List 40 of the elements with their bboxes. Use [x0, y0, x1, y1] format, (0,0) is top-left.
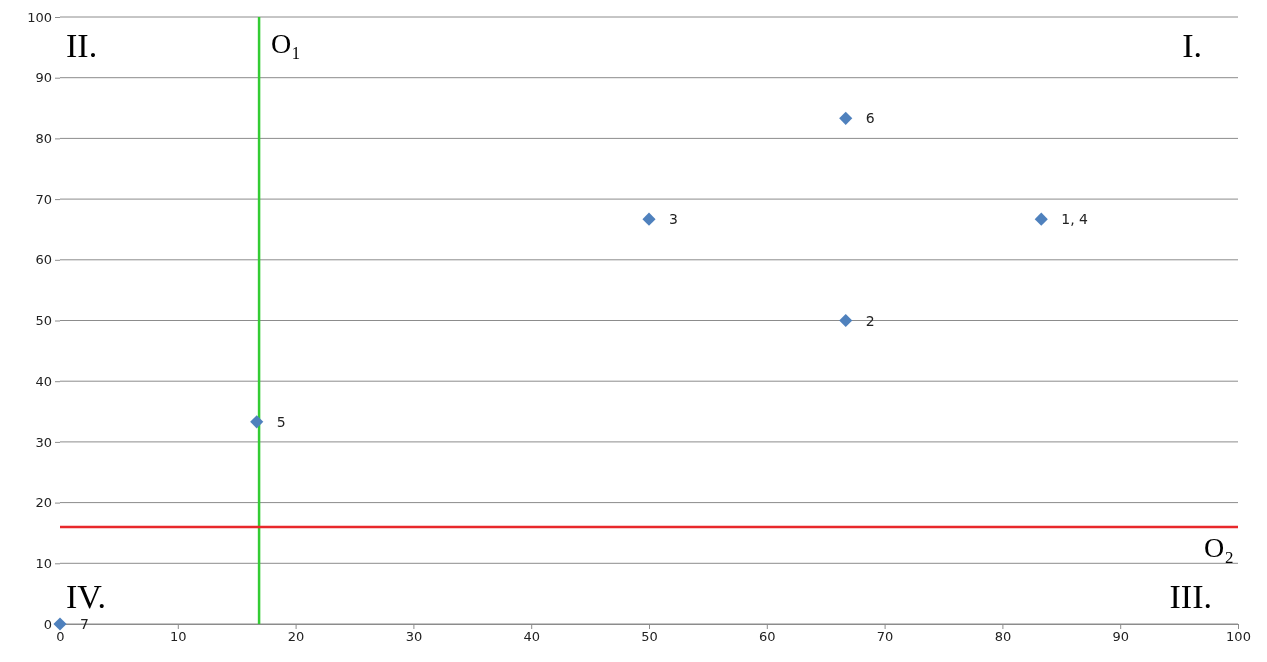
x-tick-label: 50 — [641, 629, 658, 645]
x-tick-label: 0 — [56, 629, 65, 645]
y-tick-label: 30 — [35, 434, 52, 450]
annotation: 1, 4 — [1061, 211, 1089, 228]
y-tick-label: 10 — [35, 555, 52, 571]
point — [839, 313, 853, 328]
x-tick-label: 60 — [759, 629, 776, 645]
y-tick-label: 40 — [35, 373, 52, 389]
y-tick-label: 60 — [35, 252, 52, 268]
x-tick-label: 80 — [994, 629, 1012, 645]
point — [839, 111, 853, 125]
annotation: IV. — [66, 578, 106, 615]
annotation: III. — [1169, 578, 1212, 615]
y-tick-label: 50 — [35, 313, 52, 329]
x-tick-label: 100 — [1226, 629, 1251, 645]
x-tick-label: 40 — [523, 629, 540, 645]
annotation: 7 — [80, 616, 89, 632]
point — [250, 415, 264, 429]
y-tick-label: 0 — [43, 616, 52, 632]
y-tick-label: 100 — [27, 9, 52, 25]
point — [642, 212, 656, 226]
y-tick-label: 80 — [35, 131, 52, 147]
annotation: 3 — [669, 211, 678, 228]
point — [53, 617, 67, 631]
ref-line-label: O₁ — [271, 28, 302, 59]
annotation: I. — [1182, 27, 1202, 64]
x-tick-label: 70 — [876, 629, 894, 645]
x-tick-label: 30 — [405, 629, 423, 645]
x-tick-label: 10 — [170, 629, 187, 645]
x-tick-label: 20 — [287, 629, 305, 645]
ref-line-label: O₂ — [1204, 531, 1234, 563]
y-tick-label: 70 — [35, 191, 52, 207]
y-tick-label: 90 — [35, 70, 52, 86]
point — [1034, 212, 1048, 226]
y-tick-label: 20 — [35, 495, 52, 511]
annotation: II. — [66, 27, 98, 64]
annotation: 5 — [276, 413, 286, 430]
annotation: 2 — [865, 312, 875, 329]
x-tick-label: 90 — [1112, 629, 1129, 645]
annotation: 6 — [865, 110, 875, 127]
